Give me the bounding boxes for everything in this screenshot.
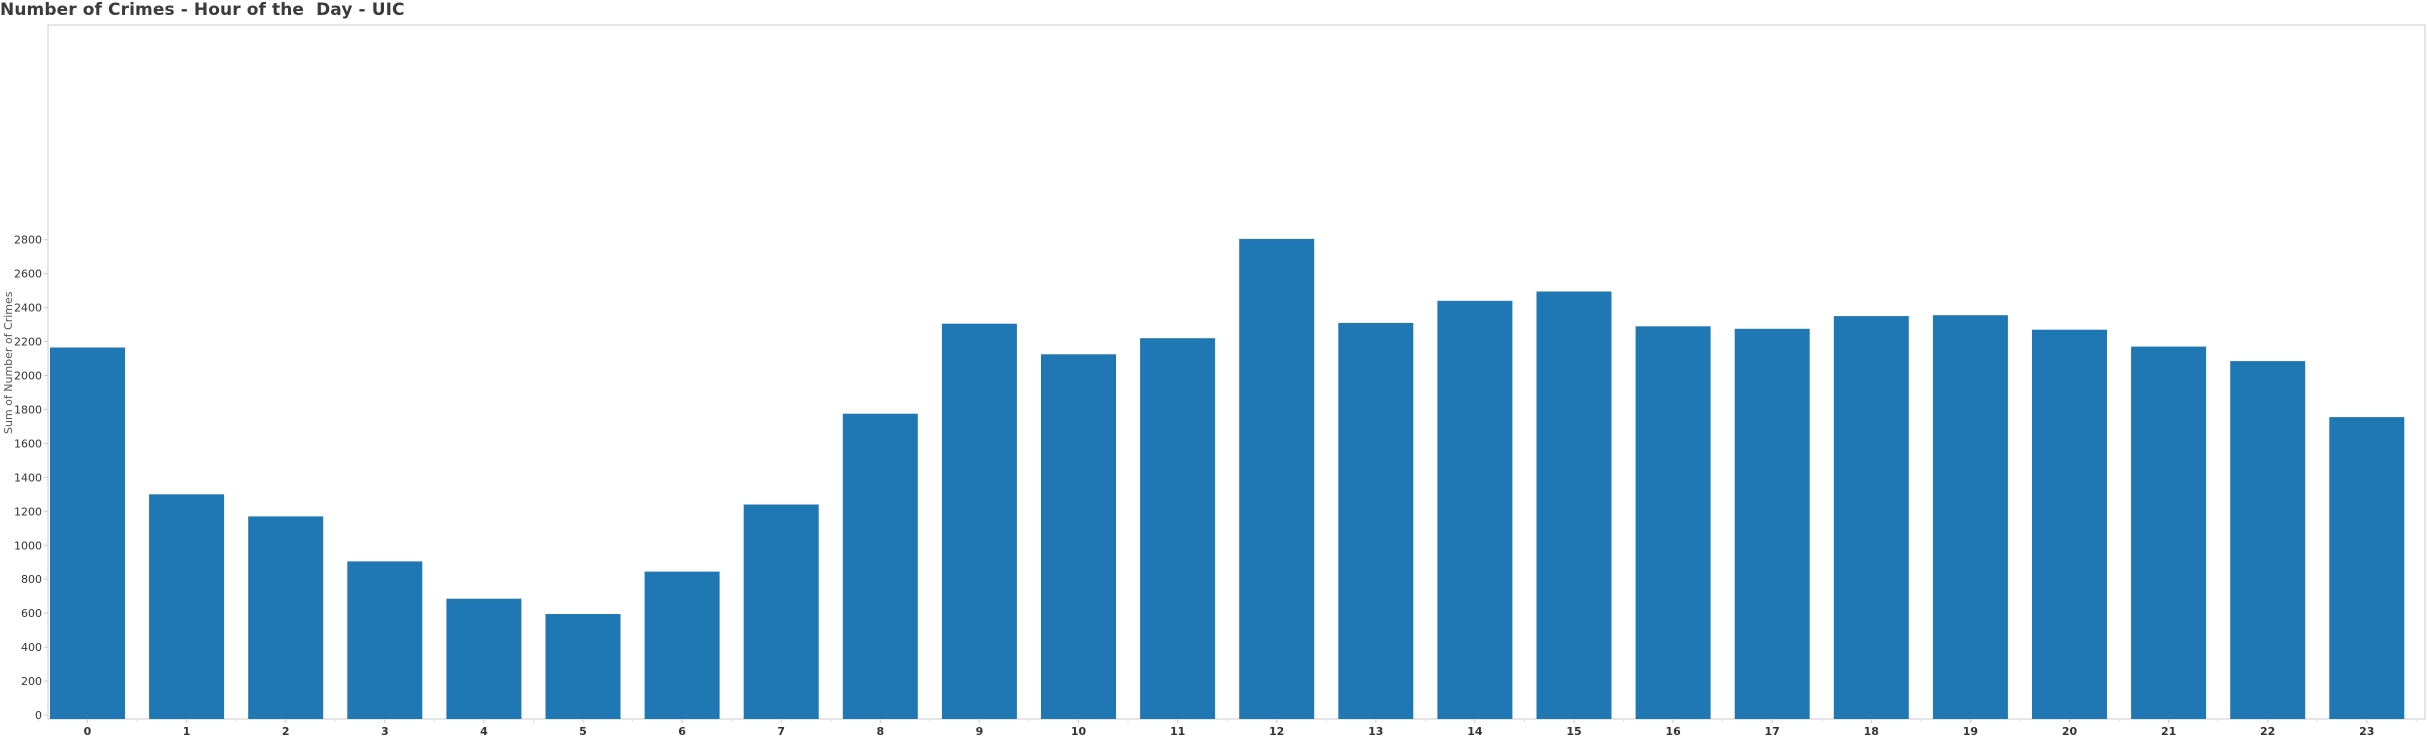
- y-tick-label: 800: [21, 573, 42, 586]
- bar-hour-10[interactable]: [1041, 354, 1116, 719]
- y-tick-label: 2200: [14, 336, 42, 349]
- bar-hour-1[interactable]: [149, 494, 225, 719]
- y-tick-label: 1600: [14, 437, 42, 450]
- bar-hour-3[interactable]: [347, 561, 423, 719]
- bar-hour-5[interactable]: [545, 614, 621, 719]
- x-tick-label: 23: [2359, 725, 2374, 738]
- bar-hour-0[interactable]: [50, 347, 125, 720]
- x-tick-label: 19: [1963, 725, 1978, 738]
- y-tick-label: 200: [21, 675, 42, 688]
- y-tick-label: 1200: [14, 505, 42, 518]
- bar-hour-21[interactable]: [2131, 346, 2207, 719]
- x-tick-label: 17: [1765, 725, 1780, 738]
- y-tick-label: 1000: [14, 539, 42, 552]
- bar-hour-17[interactable]: [1734, 328, 1810, 719]
- bar-hour-23[interactable]: [2329, 417, 2405, 719]
- bar-hour-14[interactable]: [1437, 300, 1513, 719]
- x-tick-label: 4: [480, 725, 488, 738]
- y-tick-label: 2600: [14, 268, 42, 281]
- bar-hour-2[interactable]: [248, 516, 324, 719]
- bar-hour-20[interactable]: [2032, 329, 2107, 719]
- bar-hour-6[interactable]: [644, 571, 720, 719]
- x-tick-label: 0: [84, 725, 92, 738]
- x-tick-label: 7: [777, 725, 785, 738]
- y-tick-label: 1800: [14, 403, 42, 416]
- bar-hour-13[interactable]: [1338, 322, 1414, 719]
- y-tick-label: 2400: [14, 302, 42, 315]
- bar-hour-11[interactable]: [1140, 338, 1216, 719]
- x-tick-label: 21: [2161, 725, 2176, 738]
- bar-hour-15[interactable]: [1536, 291, 1612, 720]
- x-tick-label: 10: [1071, 725, 1087, 738]
- x-tick-label: 11: [1170, 725, 1185, 738]
- plot-frame: [47, 24, 2426, 720]
- bar-hour-8[interactable]: [842, 413, 918, 719]
- x-tick-label: 8: [876, 725, 884, 738]
- y-tick-label: 1400: [14, 471, 42, 484]
- x-tick-label: 14: [1467, 725, 1483, 738]
- bar-hour-9[interactable]: [941, 323, 1017, 719]
- x-tick-label: 3: [381, 725, 389, 738]
- x-tick-label: 20: [2062, 725, 2078, 738]
- x-tick-label: 18: [1864, 725, 1879, 738]
- bar-hour-12[interactable]: [1239, 238, 1315, 719]
- x-tick-label: 2: [282, 725, 290, 738]
- bar-hour-18[interactable]: [1833, 316, 1909, 719]
- bar-hour-16[interactable]: [1635, 326, 1711, 719]
- x-tick-label: 15: [1566, 725, 1581, 738]
- chart-title: Number of Crimes - Hour of the Day - UIC: [0, 0, 405, 20]
- x-tick-label: 1: [183, 725, 191, 738]
- bar-hour-19[interactable]: [1932, 315, 2008, 719]
- x-tick-label: 5: [579, 725, 587, 738]
- x-tick-label: 13: [1368, 725, 1383, 738]
- bar-hour-4[interactable]: [446, 598, 522, 719]
- y-tick-label: 2000: [14, 370, 42, 383]
- x-tick-label: 22: [2260, 725, 2275, 738]
- bar-hour-22[interactable]: [2230, 361, 2306, 719]
- bar-hour-7[interactable]: [743, 504, 819, 720]
- y-tick-label: 2800: [14, 234, 42, 247]
- y-tick-label: 0: [35, 709, 42, 722]
- y-tick-label: 400: [21, 641, 42, 654]
- x-tick-label: 6: [678, 725, 686, 738]
- x-tick-label: 16: [1665, 725, 1681, 738]
- x-tick-label: 9: [976, 725, 984, 738]
- x-tick-label: 12: [1269, 725, 1284, 738]
- y-tick-label: 600: [21, 607, 42, 620]
